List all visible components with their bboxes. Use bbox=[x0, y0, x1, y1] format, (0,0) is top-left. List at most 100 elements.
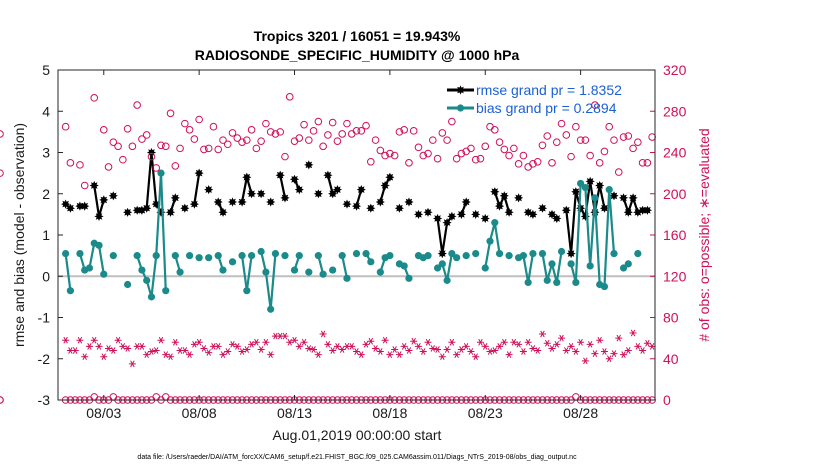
y-tick-label: 0 bbox=[42, 268, 50, 284]
y-tick-label: 5 bbox=[42, 62, 50, 78]
evaluated-obs-point bbox=[219, 351, 227, 358]
possible_obs-point bbox=[433, 154, 442, 163]
evaluated-obs-point bbox=[205, 349, 213, 356]
possible_obs-point bbox=[319, 142, 327, 151]
evaluated-obs-point bbox=[624, 347, 632, 354]
possible_obs-point bbox=[142, 131, 151, 139]
evaluated-obs-point bbox=[434, 346, 442, 353]
evaluated-obs-point bbox=[596, 336, 604, 344]
evaluated-obs-point bbox=[534, 347, 542, 354]
evaluated-obs-point bbox=[605, 355, 613, 363]
evaluated-obs-point bbox=[319, 330, 327, 338]
evaluated-obs-point bbox=[572, 348, 580, 355]
evaluated-obs-point bbox=[305, 345, 313, 352]
evaluated-obs-point bbox=[429, 345, 437, 352]
evaluated-obs-point bbox=[167, 353, 175, 361]
possible_obs-point bbox=[595, 159, 604, 167]
possible_obs-point bbox=[505, 151, 513, 160]
possible_obs-point bbox=[452, 154, 461, 163]
possible_obs-point bbox=[438, 129, 447, 137]
bias-point bbox=[405, 274, 413, 282]
possible_obs-point bbox=[171, 162, 180, 170]
bias-point bbox=[610, 249, 618, 258]
rmse-point bbox=[537, 203, 548, 213]
rmse-point bbox=[618, 193, 629, 203]
evaluated-obs-point bbox=[505, 351, 513, 358]
possible_obs-point bbox=[376, 146, 385, 155]
bias-segment bbox=[608, 189, 616, 254]
rmse-point bbox=[165, 207, 176, 217]
possible_obs-point bbox=[600, 147, 609, 156]
bias-segment bbox=[159, 173, 167, 291]
possible_obs-point bbox=[262, 119, 270, 128]
rmse-point bbox=[642, 205, 652, 215]
evaluated-obs-point bbox=[71, 347, 79, 354]
bias-point bbox=[448, 249, 456, 258]
possible_obs-point bbox=[324, 131, 332, 139]
evaluated-obs-point bbox=[438, 353, 446, 361]
evaluated-obs-point bbox=[300, 338, 308, 346]
evaluated-obs-point bbox=[634, 343, 642, 350]
rmse-point bbox=[394, 203, 404, 213]
bias-point bbox=[152, 252, 160, 260]
possible_obs-point bbox=[138, 135, 146, 143]
bias-point bbox=[162, 287, 170, 295]
footnote-data-file: data file: /Users/raeder/DAI/ATM_forcXX/… bbox=[137, 454, 577, 461]
bias-segment bbox=[240, 255, 248, 291]
y-tick-label: 4 bbox=[42, 103, 50, 119]
rmse-segment bbox=[436, 218, 444, 254]
bias-point bbox=[624, 260, 632, 268]
bias-point bbox=[314, 252, 322, 260]
evaluated-obs-point bbox=[248, 340, 256, 348]
bias-point bbox=[195, 254, 203, 262]
legend-rmse-label: rmse grand pr = 1.8352 bbox=[476, 82, 622, 98]
bias-point bbox=[538, 249, 547, 258]
possible_obs-point bbox=[481, 142, 490, 151]
evaluated-obs-point bbox=[553, 340, 561, 348]
rmse-point bbox=[123, 207, 133, 217]
rmse-point bbox=[323, 170, 333, 180]
bias-segment bbox=[574, 183, 582, 283]
possible_obs-point bbox=[285, 93, 294, 101]
bias-point bbox=[453, 254, 461, 262]
rmse-point bbox=[180, 203, 190, 213]
evaluated-obs-point bbox=[424, 338, 432, 346]
rmse-point bbox=[628, 193, 638, 203]
rmse-point bbox=[566, 249, 576, 259]
bias-point bbox=[138, 266, 146, 274]
bias-point bbox=[495, 249, 504, 258]
evaluated-obs-point bbox=[105, 345, 113, 352]
bias-point bbox=[586, 262, 594, 270]
bias-point bbox=[290, 266, 299, 274]
rmse-point bbox=[189, 199, 199, 209]
possible_obs-point bbox=[333, 137, 342, 145]
bias-point bbox=[433, 264, 442, 272]
rmse-point bbox=[442, 218, 452, 228]
y-right-tick-label: 240 bbox=[663, 145, 687, 161]
evaluated-obs-point bbox=[295, 343, 303, 350]
rmse-point bbox=[342, 199, 352, 209]
possible_obs-point bbox=[610, 136, 618, 144]
evaluated-obs-point bbox=[362, 340, 370, 348]
legend-bias-marker bbox=[456, 104, 465, 112]
possible_obs-point bbox=[510, 144, 518, 153]
possible_obs-point bbox=[581, 136, 590, 144]
bias-point bbox=[462, 252, 470, 260]
rmse-point bbox=[218, 207, 228, 217]
evaluated-obs-point bbox=[410, 337, 418, 345]
series-rmse bbox=[61, 147, 652, 259]
bias-segment bbox=[64, 253, 72, 291]
possible_obs-point bbox=[300, 120, 308, 129]
evaluated-obs-point bbox=[600, 348, 608, 355]
bias-point bbox=[85, 264, 94, 272]
bias-point bbox=[219, 266, 227, 274]
evaluated-obs-point bbox=[329, 347, 337, 354]
possible_obs-point bbox=[219, 136, 227, 144]
evaluated-obs-point bbox=[95, 343, 103, 350]
rmse-point bbox=[571, 187, 581, 197]
evaluated-obs-point bbox=[615, 334, 623, 342]
evaluated-obs-point bbox=[419, 348, 427, 355]
possible_obs-point bbox=[123, 124, 132, 133]
bias-point bbox=[247, 252, 256, 260]
bias-point bbox=[124, 280, 132, 289]
